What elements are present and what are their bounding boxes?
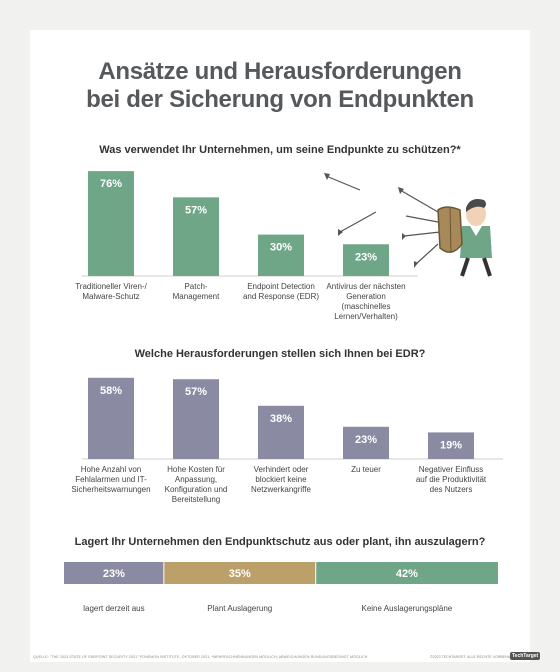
chart2-title: Welche Herausforderungen stellen sich Ih… xyxy=(134,348,426,360)
chart2-bar xyxy=(88,377,134,459)
chart1-bar xyxy=(88,171,134,276)
chart2-category-label: Hohe Kosten für Anpassung, Konfiguration… xyxy=(164,465,228,504)
chart1-value-label: 76% xyxy=(100,178,122,190)
chart3-value-label: 35% xyxy=(229,568,251,580)
chart1-value-label: 30% xyxy=(270,242,292,254)
chart2-value-label: 38% xyxy=(270,413,292,425)
techtarget-logo: TechTarget xyxy=(510,652,541,660)
title-line-2: bei der Sicherung von Endpunkten xyxy=(86,86,474,113)
chart3-category-label: Keine Auslagerungspläne xyxy=(361,604,453,613)
chart3-value-label: 42% xyxy=(396,568,418,580)
chart3-segment xyxy=(64,562,164,584)
chart3-value-label: 23% xyxy=(103,568,125,580)
chart2-category-label: Negativer Einfluss auf die Produktivität… xyxy=(415,465,487,494)
infographic-title: Ansätze und Herausforderungen bei der Si… xyxy=(30,58,530,114)
chart1-bar xyxy=(343,244,389,276)
chart1-category-label: Patch- Management xyxy=(172,282,220,301)
shield-man-illustration xyxy=(324,173,492,277)
chart2-value-label: 58% xyxy=(100,385,122,397)
chart3-segment xyxy=(163,562,316,584)
infographic-card xyxy=(30,30,530,662)
chart2-bar xyxy=(258,405,304,459)
chart1-bars: 76% 57% 30% 23% xyxy=(82,171,418,277)
chart3-segments: 23% 35% 42% xyxy=(64,562,498,584)
chart2-bar xyxy=(428,432,474,459)
title-line-1: Ansätze und Herausforderungen xyxy=(98,58,462,85)
chart1-bar xyxy=(173,197,219,276)
chart3-category-label: lagert derzeit aus xyxy=(83,604,145,613)
chart2-bar xyxy=(173,379,219,459)
chart3-category-label: Plant Auslagerung xyxy=(207,604,273,613)
chart3-segment xyxy=(315,562,498,584)
chart1-bar xyxy=(258,234,304,276)
chart1-value-label: 57% xyxy=(185,204,207,216)
chart1-category-label: Traditioneller Viren-/ Malware-Schutz xyxy=(75,282,147,301)
chart2-value-label: 23% xyxy=(355,434,377,446)
chart2-bars: 58% 57% 38% 23% 19% xyxy=(82,377,503,460)
chart1-title: Was verwendet Ihr Unternehmen, um seine … xyxy=(99,144,461,156)
source-note: QUELLE: "THE 2023 STATE OF ENDPOINT SECU… xyxy=(33,655,368,659)
chart2-category-label: Hohe Anzahl von Fehlalarmen und IT- Sich… xyxy=(71,465,151,494)
chart2-category-label: Verhindert oder blockiert keine Netzwerk… xyxy=(251,465,311,494)
chart3-title: Lagert Ihr Unternehmen den Endpunktschut… xyxy=(74,536,486,548)
chart1-value-label: 23% xyxy=(355,251,377,263)
chart2-value-label: 57% xyxy=(185,386,207,398)
chart2-value-label: 19% xyxy=(440,439,462,451)
copyright-note: ©2023 TECHTARGET. ALLE RECHTE VORBEHALTE… xyxy=(430,655,521,659)
chart1-category-label: Antivirus der nächsten Generation (masch… xyxy=(326,282,406,321)
chart1-category-label: Endpoint Detection and Response (EDR) xyxy=(242,282,320,301)
chart2-bar xyxy=(343,426,389,459)
chart2-category-label: Zu teuer xyxy=(351,465,381,474)
